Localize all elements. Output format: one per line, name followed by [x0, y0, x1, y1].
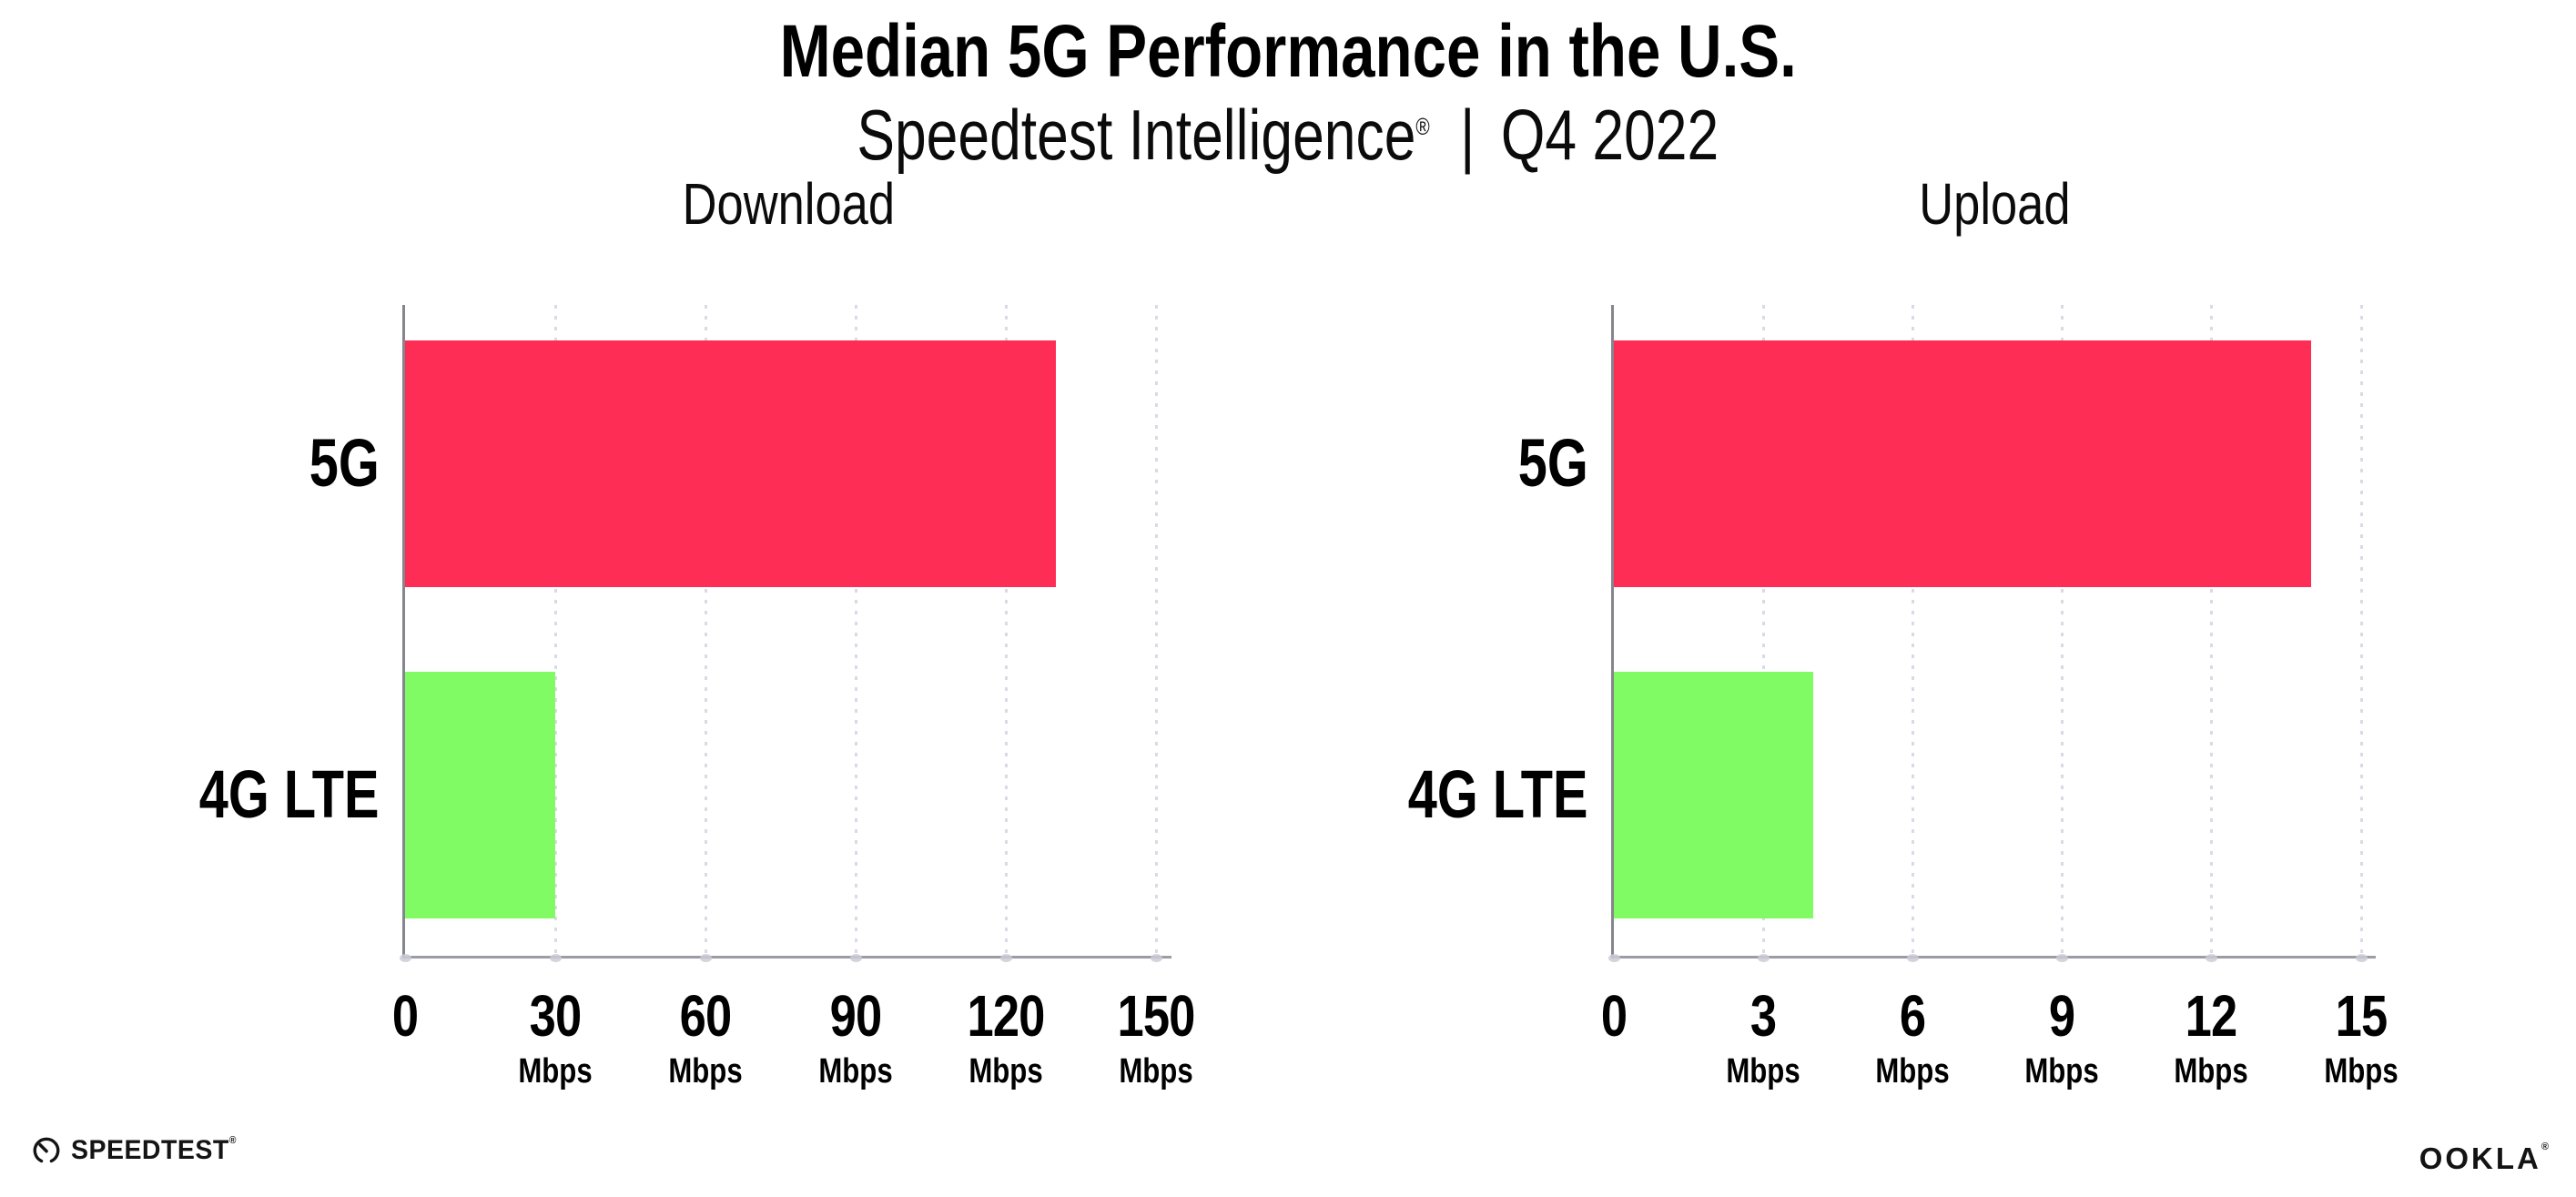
bar-5g — [1614, 340, 2311, 587]
upload-chart-title-text: Upload — [1919, 171, 2071, 237]
tick-label-150: 150 Mbps — [1117, 983, 1196, 1090]
axis-tick-dot-12 — [2206, 954, 2218, 962]
page-title-text: Median 5G Performance in the U.S. — [779, 10, 1797, 93]
gridline-9 — [2061, 305, 2064, 956]
bar-4g-lte — [1614, 671, 1813, 918]
gridline-6 — [1912, 305, 1915, 956]
tick-value: 0 — [1600, 983, 1628, 1049]
subtitle-separator: | — [1460, 95, 1476, 175]
tick-label-6: 6 Mbps — [1876, 987, 1950, 1089]
subtitle-brand: Speedtest Intelligence — [857, 95, 1416, 175]
speedtest-gauge-icon — [33, 1137, 60, 1163]
tick-unit: Mbps — [518, 1052, 593, 1090]
gridline-90 — [855, 305, 858, 956]
tick-value: 120 — [967, 983, 1046, 1049]
axis-tick-dot-6 — [1907, 954, 1920, 962]
tick-label-12: 12 Mbps — [2175, 987, 2248, 1089]
tick-unit: Mbps — [668, 1052, 743, 1090]
gridline-30 — [554, 305, 558, 956]
category-label-5g: 5G — [1498, 430, 1588, 497]
category-label-4g-lte: 4G LTE — [1357, 756, 1588, 832]
category-label-5g: 5G — [289, 430, 380, 497]
axis-tick-dot-150 — [1151, 954, 1163, 962]
download-chart: Download 5G 4G LTE 0 30 Mbps 60 Mbps 90 Mbps 120… — [199, 171, 1196, 1089]
tick-unit: Mbps — [1875, 1052, 1950, 1090]
tick-unit: Mbps — [2323, 1052, 2399, 1090]
ookla-wordmark: OOKLA — [2419, 1141, 2541, 1175]
gridline-120 — [1005, 305, 1009, 956]
tick-value: 30 — [529, 983, 583, 1049]
tick-value: 90 — [829, 983, 883, 1049]
category-label-4g-lte: 4G LTE — [148, 756, 380, 832]
axis-tick-dot-9 — [2056, 954, 2069, 962]
ookla-logo: OOKLA® — [2419, 1141, 2549, 1176]
axis-tick-dot-0 — [1608, 954, 1620, 962]
gridline-12 — [2210, 305, 2214, 956]
tick-label-0: 0 — [1600, 983, 1628, 1049]
registered-mark: ® — [1415, 113, 1430, 140]
page-subtitle: Speedtest Intelligence® | Q4 2022 — [0, 96, 2576, 175]
tick-label-15: 15 Mbps — [2324, 987, 2398, 1089]
speedtest-wordmark: SPEEDTEST — [71, 1135, 229, 1165]
download-chart-title-text: Download — [682, 171, 895, 237]
ookla-trademark: ® — [2541, 1141, 2549, 1152]
category-label-text: 4G LTE — [1408, 756, 1588, 832]
speedtest-logo: SPEEDTEST® — [30, 1134, 245, 1167]
upload-chart-title: Upload — [1577, 170, 2412, 238]
page-title: Median 5G Performance in the U.S. — [0, 10, 2576, 93]
download-chart-title: Download — [369, 170, 1208, 238]
subtitle-period: Q4 2022 — [1501, 95, 1719, 175]
tick-label-30: 30 Mbps — [518, 987, 592, 1089]
speedtest-trademark: ® — [228, 1135, 237, 1146]
gridline-15 — [2359, 305, 2363, 956]
tick-unit: Mbps — [1119, 1052, 1194, 1090]
tick-value: 3 — [1749, 983, 1777, 1049]
tick-value: 12 — [2186, 983, 2238, 1049]
axis-tick-dot-3 — [1758, 954, 1770, 962]
tick-label-60: 60 Mbps — [669, 987, 743, 1089]
axis-tick-dot-30 — [550, 954, 563, 962]
speedtest-logo-text: SPEEDTEST® — [71, 1135, 237, 1166]
tick-value: 150 — [1117, 983, 1196, 1049]
gridline-150 — [1155, 305, 1159, 956]
gridline-60 — [705, 305, 708, 956]
tick-value: 6 — [1900, 983, 1926, 1049]
category-label-text: 4G LTE — [199, 756, 380, 832]
axis-tick-dot-15 — [2355, 954, 2368, 962]
tick-label-0: 0 — [391, 983, 419, 1049]
tick-unit: Mbps — [818, 1052, 893, 1090]
tick-unit: Mbps — [2174, 1052, 2249, 1090]
category-label-text: 5G — [1517, 425, 1588, 502]
bar-4g-lte — [405, 671, 556, 918]
upload-chart: Upload 5G 4G LTE 0 3 Mbps 6 Mbps 9 Mbps 12 Mbps 15… — [1408, 171, 2398, 1089]
tick-label-120: 120 Mbps — [967, 983, 1046, 1090]
tick-value: 15 — [2335, 983, 2388, 1049]
tick-value: 0 — [391, 983, 419, 1049]
tick-unit: Mbps — [969, 1052, 1044, 1090]
tick-label-3: 3 Mbps — [1726, 987, 1800, 1089]
tick-value: 9 — [2049, 983, 2075, 1049]
tick-value: 60 — [679, 983, 733, 1049]
axis-tick-dot-0 — [400, 954, 411, 962]
tick-unit: Mbps — [1726, 1052, 1800, 1090]
axis-tick-dot-120 — [1000, 954, 1013, 962]
bar-5g — [405, 340, 1057, 587]
gridline-3 — [1762, 305, 1766, 956]
tick-label-9: 9 Mbps — [2025, 987, 2099, 1089]
tick-label-90: 90 Mbps — [819, 987, 893, 1089]
axis-tick-dot-90 — [850, 954, 863, 962]
axis-tick-dot-60 — [700, 954, 713, 962]
tick-unit: Mbps — [2024, 1052, 2100, 1090]
category-label-text: 5G — [309, 425, 380, 502]
